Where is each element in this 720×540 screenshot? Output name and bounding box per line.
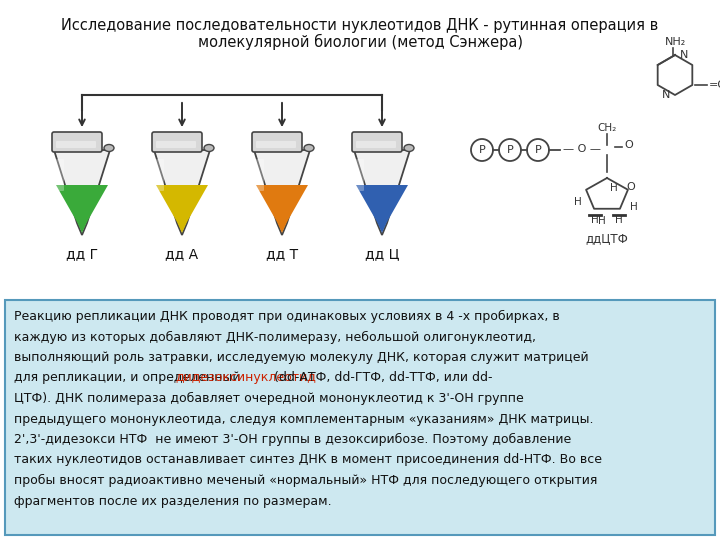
FancyBboxPatch shape [56,141,96,148]
Text: =О: =О [709,80,720,90]
Polygon shape [356,185,408,233]
Polygon shape [256,185,308,233]
FancyBboxPatch shape [52,132,102,152]
Text: (dd-АТФ, dd-ГТФ, dd-ТТФ, или dd-: (dd-АТФ, dd-ГТФ, dd-ТТФ, или dd- [270,372,492,384]
Text: выполняющий роль затравки, исследуемую молекулу ДНК, которая служит матрицей: выполняющий роль затравки, исследуемую м… [14,351,589,364]
Polygon shape [156,185,208,233]
Text: ддЦТФ: ддЦТФ [585,232,629,245]
Text: H: H [610,183,618,193]
Text: дд Ц: дд Ц [365,247,399,261]
FancyBboxPatch shape [256,159,264,191]
Text: Реакцию репликации ДНК проводят при одинаковых условиях в 4 -х пробирках, в: Реакцию репликации ДНК проводят при один… [14,310,559,323]
Polygon shape [54,150,110,235]
Polygon shape [254,150,310,235]
Ellipse shape [204,145,214,152]
FancyBboxPatch shape [156,159,164,191]
Text: 2',3'-дидезокси НТФ  не имеют 3'-ОН группы в дезоксирибозе. Поэтому добавление: 2',3'-дидезокси НТФ не имеют 3'-ОН групп… [14,433,571,446]
Ellipse shape [404,145,414,152]
Text: P: P [507,145,513,155]
Text: фрагментов после их разделения по размерам.: фрагментов после их разделения по размер… [14,495,332,508]
Text: H: H [630,202,638,212]
FancyBboxPatch shape [356,141,396,148]
Text: каждую из которых добавляют ДНК-полимеразу, небольшой олигонуклеотид,: каждую из которых добавляют ДНК-полимера… [14,330,536,343]
Text: NH₂: NH₂ [665,37,685,47]
Polygon shape [154,150,210,235]
FancyBboxPatch shape [156,141,196,148]
Polygon shape [56,185,108,233]
FancyBboxPatch shape [5,300,715,535]
Text: О: О [625,140,634,150]
Text: N: N [662,90,670,100]
Ellipse shape [304,145,314,152]
Text: H: H [575,197,582,207]
Text: дидезоксинуклеотид: дидезоксинуклеотид [176,372,317,384]
Text: пробы вносят радиоактивно меченый «нормальный» НТФ для последующего открытия: пробы вносят радиоактивно меченый «норма… [14,474,598,487]
Text: дд Т: дд Т [266,247,298,261]
FancyBboxPatch shape [356,159,364,191]
Text: P: P [535,145,541,155]
Text: таких нуклеотидов останавливает синтез ДНК в момент присоединения dd-НТФ. Во все: таких нуклеотидов останавливает синтез Д… [14,454,602,467]
FancyBboxPatch shape [256,141,296,148]
FancyBboxPatch shape [252,132,302,152]
Ellipse shape [104,145,114,152]
Text: дд А: дд А [166,247,199,261]
Polygon shape [354,150,410,235]
Text: дд Г: дд Г [66,247,98,261]
FancyBboxPatch shape [352,132,402,152]
Text: H: H [591,215,599,225]
Text: — О —: — О — [563,144,601,154]
Text: ЦТФ). ДНК полимераза добавляет очередной мононуклеотид к 3'-ОН группе: ЦТФ). ДНК полимераза добавляет очередной… [14,392,523,405]
Text: Исследование последовательности нуклеотидов ДНК - рутинная операция в: Исследование последовательности нуклеоти… [61,18,659,33]
Text: H: H [615,215,623,225]
Text: N: N [680,50,688,60]
FancyBboxPatch shape [152,132,202,152]
Text: СН₂: СН₂ [598,123,616,133]
Text: предыдущего мононуклеотида, следуя комплементарным «указаниям» ДНК матрицы.: предыдущего мононуклеотида, следуя компл… [14,413,593,426]
Text: молекулярной биологии (метод Сэнжера): молекулярной биологии (метод Сэнжера) [197,34,523,50]
Text: P: P [479,145,485,155]
FancyBboxPatch shape [56,159,64,191]
Text: H: H [598,216,606,226]
Text: для репликации, и определенный: для репликации, и определенный [14,372,245,384]
Text: О: О [626,182,635,192]
